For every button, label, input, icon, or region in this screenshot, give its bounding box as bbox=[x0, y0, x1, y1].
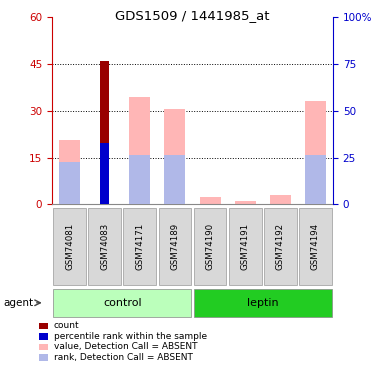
Text: GSM74081: GSM74081 bbox=[65, 223, 74, 270]
Text: value, Detection Call = ABSENT: value, Detection Call = ABSENT bbox=[54, 342, 198, 351]
Bar bbox=[100, 61, 109, 204]
Text: GSM74192: GSM74192 bbox=[276, 223, 285, 270]
Bar bbox=[164, 155, 186, 204]
Text: count: count bbox=[54, 321, 80, 330]
Text: percentile rank within the sample: percentile rank within the sample bbox=[54, 332, 207, 341]
Bar bbox=[199, 196, 221, 204]
Text: agent: agent bbox=[4, 298, 34, 308]
Bar bbox=[305, 155, 326, 204]
Text: GSM74191: GSM74191 bbox=[241, 223, 250, 270]
Bar bbox=[235, 201, 256, 204]
Bar bbox=[59, 140, 80, 204]
Bar bbox=[129, 97, 150, 204]
Bar bbox=[164, 109, 186, 204]
Bar bbox=[100, 142, 109, 204]
Text: GSM74171: GSM74171 bbox=[135, 223, 144, 270]
Bar bbox=[305, 101, 326, 204]
Text: control: control bbox=[103, 298, 142, 308]
Text: rank, Detection Call = ABSENT: rank, Detection Call = ABSENT bbox=[54, 353, 193, 362]
Text: GSM74190: GSM74190 bbox=[206, 223, 214, 270]
Text: GSM74083: GSM74083 bbox=[100, 223, 109, 270]
Text: GSM74194: GSM74194 bbox=[311, 223, 320, 270]
Text: GDS1509 / 1441985_at: GDS1509 / 1441985_at bbox=[115, 9, 270, 22]
Bar bbox=[59, 162, 80, 204]
Text: GSM74189: GSM74189 bbox=[171, 223, 179, 270]
Bar bbox=[129, 155, 150, 204]
Text: leptin: leptin bbox=[247, 298, 279, 308]
Bar bbox=[270, 195, 291, 204]
